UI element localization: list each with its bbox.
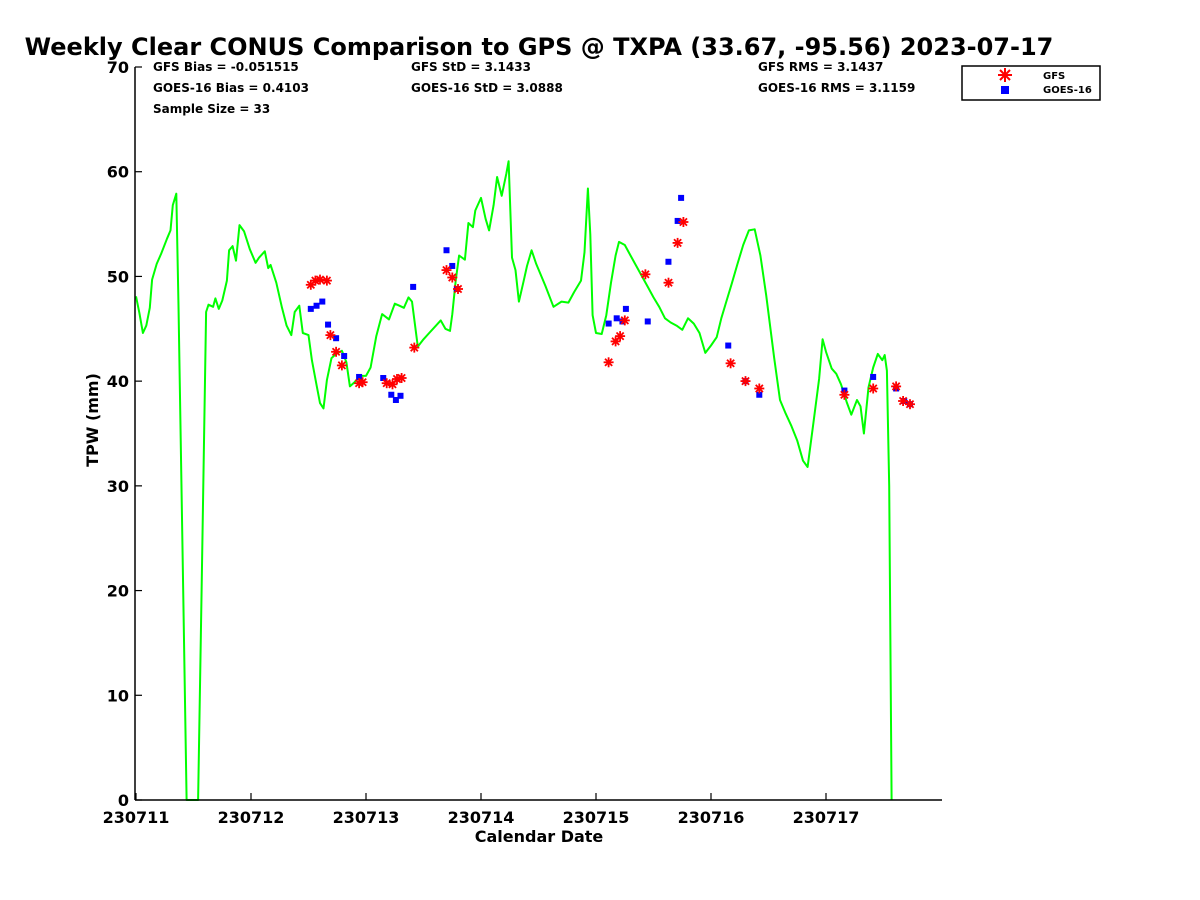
gfs-point bbox=[839, 389, 850, 400]
gfs-point bbox=[441, 265, 452, 276]
y-tick-label: 20 bbox=[107, 582, 129, 601]
goes-16-point bbox=[449, 262, 456, 269]
goes-16-point bbox=[665, 258, 672, 265]
legend-box bbox=[961, 65, 1101, 101]
gfs-point bbox=[396, 373, 407, 383]
gfs-point bbox=[331, 346, 342, 357]
goes-16-point bbox=[410, 283, 417, 290]
gfs-point bbox=[672, 237, 683, 248]
goes-16-point bbox=[313, 302, 320, 309]
y-tick-label: 10 bbox=[107, 686, 129, 705]
gps-tpw-line bbox=[135, 160, 893, 801]
x-tick-label: 230715 bbox=[563, 808, 630, 827]
goes-16-point bbox=[870, 373, 877, 380]
y-axis-ticks: 0 10 20 30 40 50 60 70 bbox=[107, 58, 142, 810]
gfs-point bbox=[321, 275, 332, 286]
gfs-point bbox=[663, 277, 674, 288]
goes-16-point bbox=[443, 247, 450, 254]
goes-16-point bbox=[307, 305, 314, 312]
gfs-point bbox=[905, 399, 915, 410]
gfs-point bbox=[725, 358, 736, 369]
x-tick-label: 230714 bbox=[448, 808, 515, 827]
gfs-point bbox=[409, 342, 420, 353]
y-tick-label: 50 bbox=[107, 267, 129, 286]
gfs-point bbox=[357, 377, 368, 388]
y-tick-label: 60 bbox=[107, 163, 129, 182]
x-tick-label: 230711 bbox=[103, 808, 170, 827]
goes-16-point bbox=[678, 194, 685, 201]
x-axis-ticks: 230711 230712 230713 230714 230715 230716 2307… bbox=[103, 793, 860, 827]
y-tick-label: 0 bbox=[118, 791, 129, 810]
gfs-point bbox=[619, 315, 630, 326]
gfs-point bbox=[610, 336, 621, 347]
gfs-point bbox=[868, 383, 879, 394]
y-axis-label: TPW (mm) bbox=[83, 373, 102, 467]
goes-16-point bbox=[644, 318, 651, 325]
gfs-point bbox=[891, 381, 902, 392]
legend-goes-marker-icon bbox=[1001, 86, 1009, 94]
goes-16-point bbox=[319, 298, 326, 305]
gfs-point bbox=[754, 383, 765, 394]
legend: GFS GOES-16 bbox=[961, 65, 1101, 101]
goes-16-point bbox=[674, 217, 681, 224]
goes-16-point bbox=[622, 305, 629, 312]
goes-bias-stat: GOES-16 Bias = 0.4103 bbox=[153, 81, 309, 95]
gfs-bias-stat: GFS Bias = -0.051515 bbox=[153, 60, 299, 74]
gfs-point bbox=[381, 378, 392, 389]
legend-gfs-marker-icon bbox=[998, 68, 1012, 82]
goes-16-point bbox=[388, 391, 395, 398]
gfs-point bbox=[453, 284, 463, 294]
x-tick-label: 230716 bbox=[678, 808, 745, 827]
gfs-point bbox=[447, 272, 458, 283]
goes-16-point bbox=[392, 396, 399, 403]
x-tick-label: 230713 bbox=[333, 808, 400, 827]
goes-16-point bbox=[725, 342, 732, 349]
gfs-point bbox=[315, 274, 325, 285]
gfs-rms-stat: GFS RMS = 3.1437 bbox=[758, 60, 883, 74]
goes-16-point bbox=[756, 391, 763, 398]
legend-gfs-label: GFS bbox=[1043, 71, 1065, 82]
goes-16-point bbox=[341, 353, 348, 360]
gfs-point bbox=[678, 217, 689, 227]
goes-16-point bbox=[380, 375, 387, 382]
y-tick-label: 70 bbox=[107, 58, 129, 77]
sample-size-stat: Sample Size = 33 bbox=[153, 102, 270, 116]
goes-16-point bbox=[356, 373, 363, 380]
x-tick-label: 230717 bbox=[793, 808, 860, 827]
goes-16-point bbox=[619, 318, 626, 325]
goes-16-point bbox=[333, 335, 340, 342]
y-tick-label: 40 bbox=[107, 372, 129, 391]
x-tick-label: 230712 bbox=[218, 808, 285, 827]
gfs-point bbox=[336, 360, 347, 371]
goes-16-point bbox=[325, 321, 332, 328]
gfs-point bbox=[615, 331, 626, 342]
stats-block: GFS Bias = -0.051515 GOES-16 Bias = 0.41… bbox=[153, 60, 915, 116]
gfs-point bbox=[740, 376, 751, 387]
y-tick-label: 30 bbox=[107, 477, 129, 496]
goes-rms-stat: GOES-16 RMS = 3.1159 bbox=[758, 81, 915, 95]
x-axis-label: Calendar Date bbox=[475, 827, 604, 846]
chart-title: Weekly Clear CONUS Comparison to GPS @ T… bbox=[25, 33, 1054, 61]
gfs-point bbox=[603, 357, 614, 368]
gfs-std-stat: GFS StD = 3.1433 bbox=[411, 60, 531, 74]
plot-area bbox=[135, 160, 915, 801]
gfs-point bbox=[325, 330, 336, 341]
goes-16-point bbox=[397, 392, 404, 399]
goes-16-point bbox=[613, 315, 620, 322]
gfs-point bbox=[640, 269, 651, 280]
legend-goes-label: GOES-16 bbox=[1043, 85, 1092, 96]
goes-std-stat: GOES-16 StD = 3.0888 bbox=[411, 81, 563, 95]
goes-16-point bbox=[605, 320, 612, 327]
